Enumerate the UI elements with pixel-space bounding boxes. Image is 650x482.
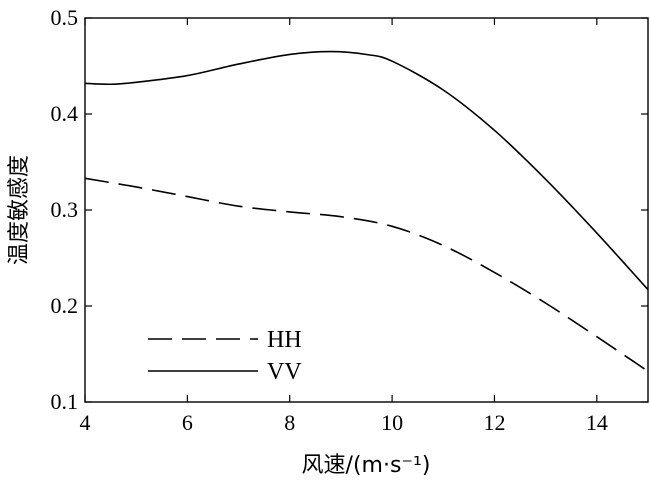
y-tick-label: 0.4 <box>51 101 79 126</box>
x-axis-title: 风速/(m·s⁻¹) <box>302 453 431 478</box>
x-tick-label: 10 <box>381 410 403 435</box>
x-tick-label: 12 <box>483 410 505 435</box>
y-tick-label: 0.5 <box>51 5 79 30</box>
y-tick-label: 0.2 <box>51 293 79 318</box>
x-tick-label: 6 <box>182 410 193 435</box>
y-tick-label: 0.1 <box>51 389 79 414</box>
legend-label-hh: HH <box>267 327 302 353</box>
legend-label-vv: VV <box>267 359 302 385</box>
series-layer <box>84 50 649 372</box>
y-tick-label: 0.3 <box>51 197 79 222</box>
legend: HH VV <box>148 327 302 385</box>
series-line-vv <box>84 50 649 291</box>
series-line-hh <box>84 177 649 372</box>
x-tick-label: 8 <box>284 410 295 435</box>
axes: 4 6 8 10 12 14 0.1 0.2 0.3 0.4 0.5 <box>51 5 649 435</box>
y-axis-title: 温度敏感度 <box>7 155 32 265</box>
x-tick-label: 4 <box>80 410 91 435</box>
x-tick-label: 14 <box>586 410 608 435</box>
